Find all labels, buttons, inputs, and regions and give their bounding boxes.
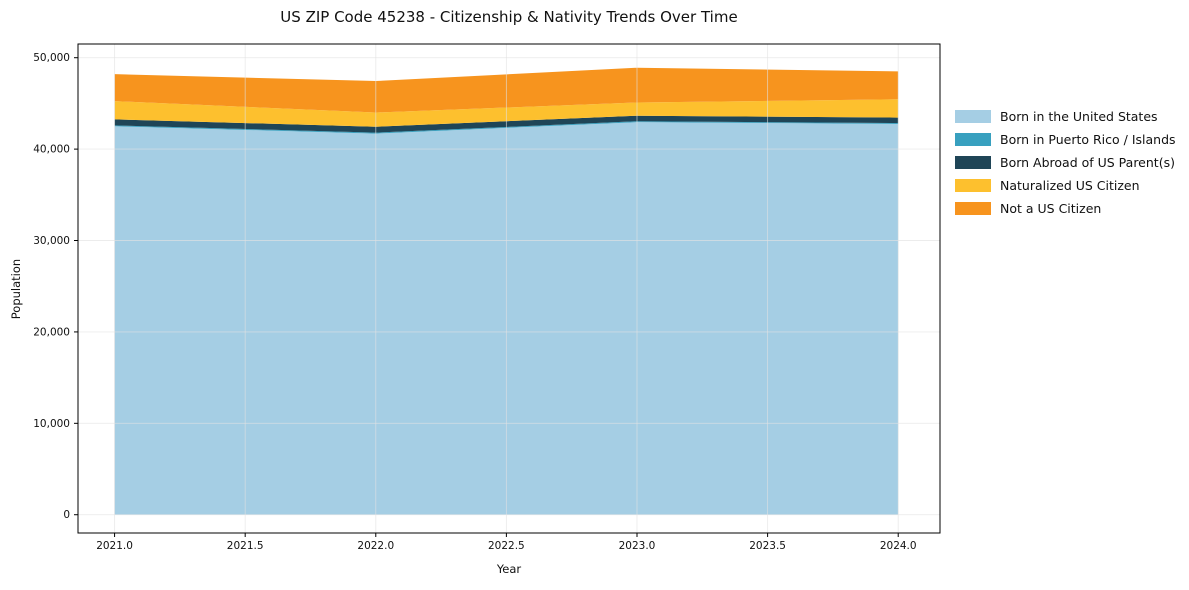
y-tick-label: 50,000 [33, 52, 70, 64]
y-tick-label: 20,000 [33, 326, 70, 338]
y-tick-label: 30,000 [33, 235, 70, 247]
chart-title: US ZIP Code 45238 - Citizenship & Nativi… [280, 8, 738, 26]
x-tick-label: 2022.5 [488, 540, 525, 552]
x-tick-label: 2021.5 [227, 540, 264, 552]
legend-item-naturalized-us-citizen: Naturalized US Citizen [955, 179, 1176, 192]
legend-swatch-born-in-puerto-rico-islands [955, 133, 991, 146]
y-axis-label: Population [9, 258, 23, 320]
legend: Born in the United States Born in Puerto … [955, 110, 1176, 225]
legend-swatch-naturalized-us-citizen [955, 179, 991, 192]
x-tick-label: 2021.0 [96, 540, 133, 552]
legend-label: Not a US Citizen [1000, 201, 1102, 216]
x-tick-label: 2024.0 [880, 540, 917, 552]
legend-label: Born in Puerto Rico / Islands [1000, 132, 1176, 147]
legend-swatch-born-in-us [955, 110, 991, 123]
legend-label: Naturalized US Citizen [1000, 178, 1140, 193]
y-tick-label: 40,000 [33, 144, 70, 156]
tick-labels: 2021.0 2021.5 2022.0 2022.5 2023.0 2023.5 2024… [33, 52, 916, 552]
legend-item-not-a-us-citizen: Not a US Citizen [955, 202, 1176, 215]
x-tick-label: 2023.5 [749, 540, 786, 552]
legend-label: Born Abroad of US Parent(s) [1000, 155, 1175, 170]
y-tick-label: 0 [63, 509, 70, 521]
plot-border [77, 43, 941, 534]
x-tick-label: 2023.0 [619, 540, 656, 552]
legend-item-born-abroad-us-parents: Born Abroad of US Parent(s) [955, 156, 1176, 169]
legend-swatch-not-a-us-citizen [955, 202, 991, 215]
gridlines [78, 44, 940, 533]
x-axis-label: Year [496, 562, 522, 576]
tick-marks [74, 57, 899, 537]
legend-swatch-born-abroad-us-parents [955, 156, 991, 169]
legend-label: Born in the United States [1000, 109, 1158, 124]
x-tick-label: 2022.0 [357, 540, 394, 552]
legend-item-born-in-puerto-rico-islands: Born in Puerto Rico / Islands [955, 133, 1176, 146]
y-tick-label: 10,000 [33, 418, 70, 430]
legend-item-born-in-us: Born in the United States [955, 110, 1176, 123]
